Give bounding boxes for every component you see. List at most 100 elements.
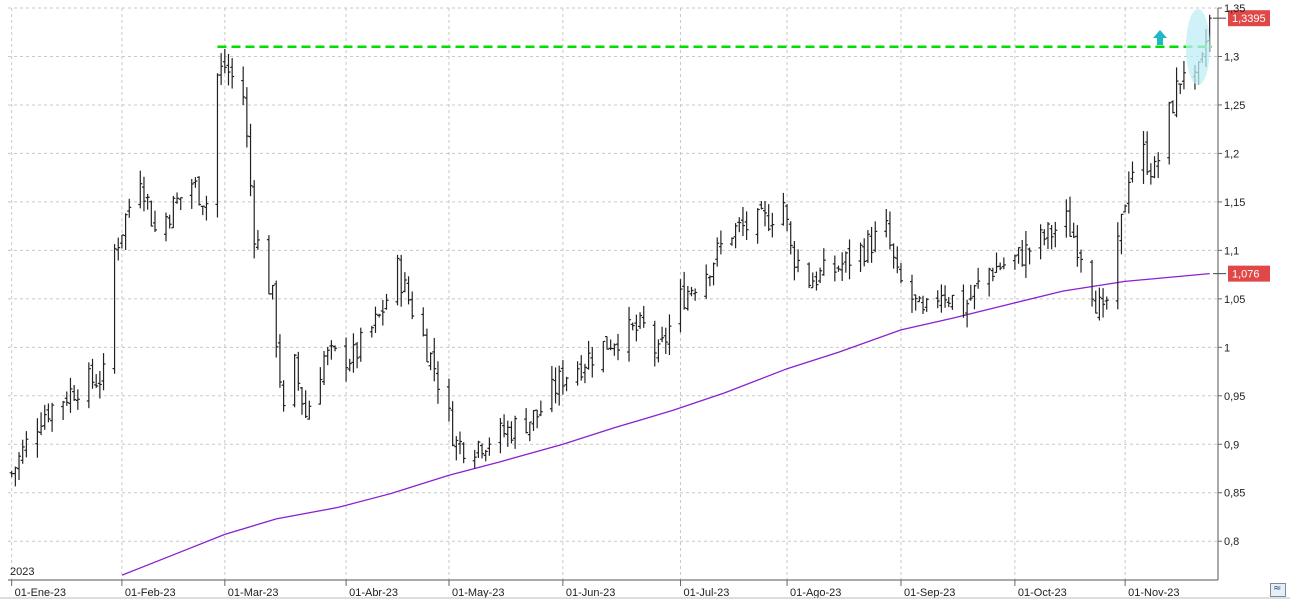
y-tick-label: 0,9 [1224, 439, 1239, 451]
x-tick-label: 01-May-23 [452, 587, 505, 599]
y-tick-label: 0,95 [1224, 391, 1245, 403]
ohlc-bar [178, 197, 183, 211]
ohlc-bar [788, 221, 793, 255]
ohlc-bar [20, 439, 25, 464]
ohlc-bar [656, 339, 661, 363]
ohlc-bar [616, 333, 621, 361]
ohlc-bar [608, 339, 613, 351]
ohlc-bar [770, 212, 775, 238]
ohlc-bar [891, 243, 896, 269]
ohlc-bar [13, 466, 18, 487]
ohlc-bar [531, 409, 536, 432]
ohlc-bar [333, 345, 338, 352]
ohlc-bar [270, 284, 275, 300]
ohlc-bar [457, 431, 462, 455]
ohlc-bar [1145, 131, 1150, 175]
ohlc-bar [898, 263, 903, 284]
ohlc-bar [744, 211, 749, 240]
ohlc-bar [509, 421, 514, 444]
tag-label: 1,076 [1232, 269, 1260, 281]
y-tick-label: 1,05 [1224, 294, 1245, 306]
ohlc-bar [42, 404, 47, 430]
ohlc-bar [524, 408, 529, 434]
ohlc-bar [222, 48, 227, 74]
ohlc-bar [384, 293, 389, 310]
x-tick-label: 01-Ene-23 [15, 587, 66, 599]
ohlc-bar [1023, 231, 1028, 278]
ohlc-bar [689, 286, 694, 297]
ohlc-bar [943, 285, 948, 308]
ohlc-bar [1038, 224, 1043, 260]
ohlc-bar [325, 346, 330, 366]
ohlc-bar [410, 291, 415, 320]
ohlc-bar [472, 449, 477, 469]
ohlc-bar [215, 73, 220, 218]
ohlc-bar [435, 361, 440, 404]
x-tick-label: 01-Jun-23 [566, 587, 616, 599]
ohlc-bar [432, 337, 437, 382]
x-tick-label: 01-Jul-23 [683, 587, 729, 599]
ohlc-bar [575, 361, 580, 386]
ohlc-bar [200, 205, 205, 216]
ohlc-bar [652, 320, 657, 367]
ohlc-bar [152, 210, 157, 233]
ohlc-bar [976, 267, 981, 289]
chart-settings-button[interactable]: ≈ [1270, 583, 1286, 597]
ohlc-bar [369, 325, 374, 338]
ohlc-bar [836, 265, 841, 272]
ohlc-bar [1079, 249, 1084, 273]
ohlc-bar [807, 262, 812, 289]
y-tick-label: 1,1 [1224, 245, 1239, 257]
ohlc-bar [230, 58, 235, 89]
ohlc-bar [487, 437, 492, 456]
ohlc-bar [164, 212, 169, 242]
ohlc-bar [277, 334, 282, 388]
ohlc-bar [90, 358, 95, 389]
ohlc-bar [792, 241, 797, 281]
ohlc-bar [921, 295, 926, 315]
ohlc-bar [1090, 259, 1095, 307]
ohlc-bar [46, 403, 51, 423]
ohlc-bar [1119, 213, 1124, 255]
ohlc-bar [660, 326, 665, 343]
grid [8, 7, 1218, 580]
ohlc-bar [535, 409, 540, 429]
ohlc-bar [299, 387, 304, 415]
ohlc-bar [241, 66, 246, 106]
ohlc-bar [39, 412, 44, 436]
ohlc-bar [843, 251, 848, 273]
ohlc-bar [266, 235, 271, 295]
ohlc-bar [307, 400, 312, 420]
ohlc-bar [729, 237, 734, 246]
ohlc-bar [1012, 254, 1017, 270]
x-tick-label: 01-Ago-23 [790, 587, 841, 599]
ohlc-bar [553, 367, 558, 404]
ohlc-bar [1174, 67, 1179, 118]
ohlc-bar [718, 230, 723, 255]
ohlc-bar [612, 343, 617, 356]
ohlc-bar [711, 262, 716, 286]
ohlc-bar [64, 391, 69, 406]
ohlc-bar [197, 176, 202, 206]
ohlc-bar [318, 367, 323, 405]
ohlc-bar [781, 192, 786, 226]
ohlc-bar [972, 284, 977, 310]
ohlc-bar [549, 365, 554, 413]
tag-box [1228, 10, 1270, 27]
tag-box [1228, 265, 1270, 282]
ohlc-bar [590, 346, 595, 378]
ohlc-bar [402, 272, 407, 293]
annotations: 1,3395 1,076 [217, 9, 1270, 282]
ohlc-bar [141, 176, 146, 212]
ohlc-bar [395, 254, 400, 306]
ohlc-bar [145, 193, 150, 210]
ohlc-bar [281, 380, 286, 412]
up-arrow-icon [1153, 30, 1167, 45]
year-label: 2023 [10, 566, 34, 578]
ohlc-bar [538, 400, 543, 417]
ohlc-bar [909, 274, 914, 313]
ohlc-bar [502, 414, 507, 438]
ohlc-bar [685, 285, 690, 311]
y-tick-label: 1 [1224, 342, 1230, 354]
y-tick-label: 1,25 [1224, 100, 1245, 112]
